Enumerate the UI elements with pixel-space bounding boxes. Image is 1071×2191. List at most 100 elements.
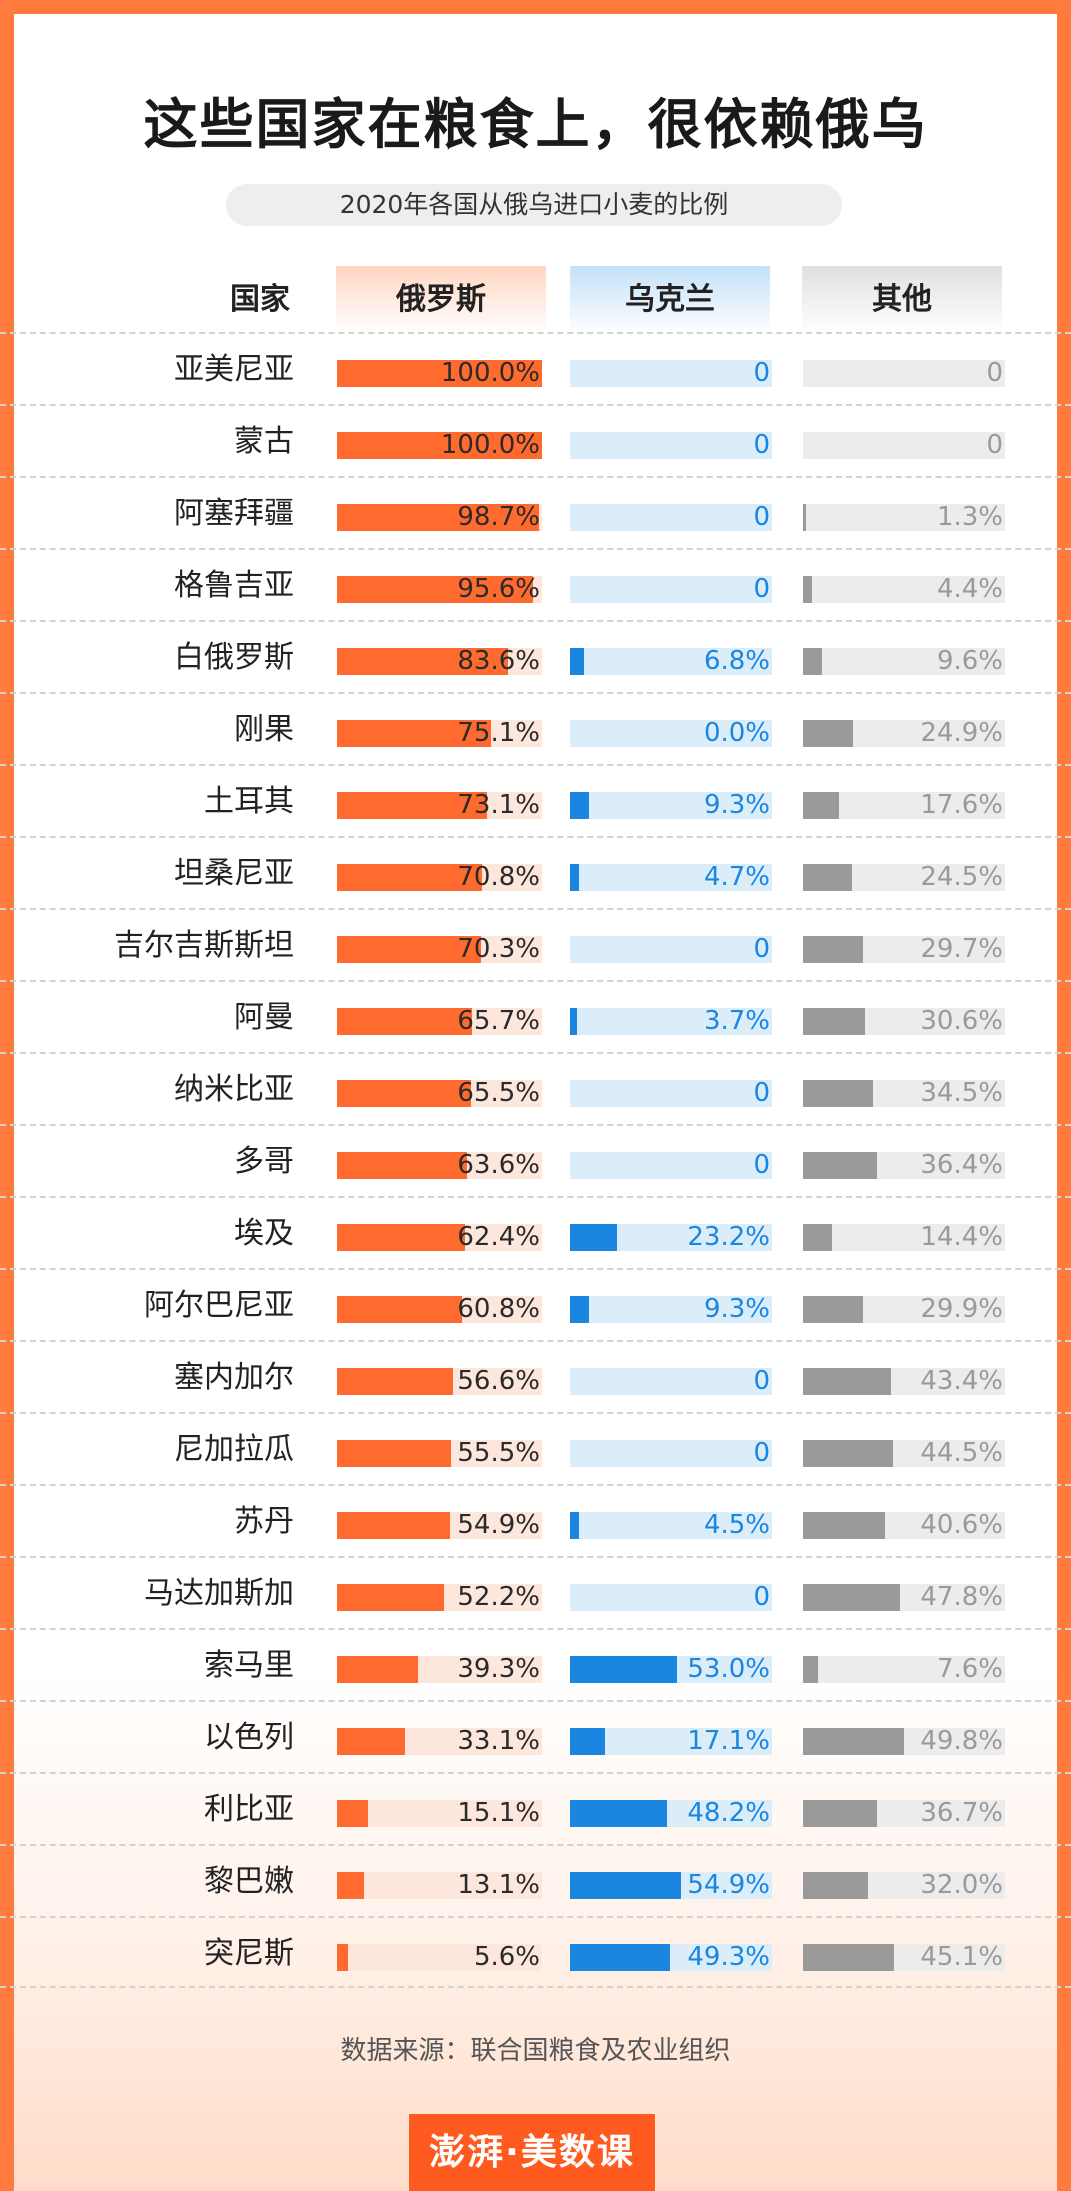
country-label: 白俄罗斯 xyxy=(174,640,294,675)
country-label: 土耳其 xyxy=(204,784,294,819)
other-track: 44.5% xyxy=(803,1440,1005,1467)
russia-track: 52.2% xyxy=(337,1584,542,1611)
ukraine-value-label: 23.2% xyxy=(687,1222,770,1252)
ukraine-track: 3.7% xyxy=(570,1008,772,1035)
table-row: 黎巴嫩 13.1% 54.9% 32.0% xyxy=(0,1844,1071,1916)
table-row: 以色列 33.1% 17.1% 49.8% xyxy=(0,1700,1071,1772)
russia-bar xyxy=(337,1800,368,1827)
russia-bar xyxy=(337,1008,472,1035)
ukraine-track: 4.5% xyxy=(570,1512,772,1539)
russia-bar xyxy=(337,1656,418,1683)
other-track: 45.1% xyxy=(803,1944,1005,1971)
russia-track: 100.0% xyxy=(337,360,542,387)
russia-bar xyxy=(337,936,482,963)
country-label: 坦桑尼亚 xyxy=(174,856,294,891)
ukraine-value-label: 0 xyxy=(753,1078,770,1108)
ukraine-value-label: 0.0% xyxy=(703,718,770,748)
data-source: 数据来源：联合国粮食及农业组织 xyxy=(340,2036,731,2066)
ukraine-value-label: 4.7% xyxy=(703,862,770,892)
ukraine-value-label: 54.9% xyxy=(687,1870,770,1900)
russia-value-label: 33.1% xyxy=(457,1726,540,1756)
ukraine-track: 0 xyxy=(570,1368,772,1395)
other-track: 17.6% xyxy=(803,792,1005,819)
ukraine-track: 9.3% xyxy=(570,792,772,819)
other-track: 14.4% xyxy=(803,1224,1005,1251)
russia-track: 65.7% xyxy=(337,1008,542,1035)
other-value-label: 4.4% xyxy=(936,574,1003,604)
russia-value-label: 56.6% xyxy=(457,1366,540,1396)
russia-value-label: 100.0% xyxy=(440,430,540,460)
other-bar xyxy=(803,720,854,747)
ukraine-track: 0.0% xyxy=(570,720,772,747)
russia-bar xyxy=(337,576,533,603)
table-row: 吉尔吉斯斯坦 70.3% 0 29.7% xyxy=(0,908,1071,980)
russia-value-label: 95.6% xyxy=(457,574,540,604)
table-row: 阿塞拜疆 98.7% 0 1.3% xyxy=(0,476,1071,548)
other-track: 24.5% xyxy=(803,864,1005,891)
russia-value-label: 52.2% xyxy=(457,1582,540,1612)
other-bar xyxy=(803,1512,885,1539)
ukraine-value-label: 3.7% xyxy=(703,1006,770,1036)
russia-track: 63.6% xyxy=(337,1152,542,1179)
russia-bar xyxy=(337,1152,468,1179)
ukraine-track: 0 xyxy=(570,504,772,531)
russia-track: 100.0% xyxy=(337,432,542,459)
other-track: 4.4% xyxy=(803,576,1005,603)
other-value-label: 17.6% xyxy=(920,790,1003,820)
other-track: 36.4% xyxy=(803,1152,1005,1179)
russia-value-label: 5.6% xyxy=(473,1942,540,1972)
ukraine-bar xyxy=(570,1224,617,1251)
country-label: 吉尔吉斯斯坦 xyxy=(114,928,294,963)
ukraine-bar xyxy=(570,1800,668,1827)
country-label: 格鲁吉亚 xyxy=(174,568,294,603)
ukraine-track: 0 xyxy=(570,1152,772,1179)
country-label: 纳米比亚 xyxy=(174,1072,294,1107)
other-value-label: 43.4% xyxy=(920,1366,1003,1396)
country-label: 黎巴嫩 xyxy=(204,1864,294,1899)
header-country: 国家 xyxy=(230,282,290,317)
ukraine-value-label: 0 xyxy=(753,502,770,532)
russia-bar xyxy=(337,720,491,747)
russia-bar xyxy=(337,1224,465,1251)
russia-track: 39.3% xyxy=(337,1656,542,1683)
russia-track: 33.1% xyxy=(337,1728,542,1755)
ukraine-track: 17.1% xyxy=(570,1728,772,1755)
header-ukraine: 乌克兰 xyxy=(570,266,770,334)
country-label: 埃及 xyxy=(234,1216,294,1251)
country-label: 阿塞拜疆 xyxy=(174,496,294,531)
country-label: 多哥 xyxy=(234,1144,294,1179)
ukraine-value-label: 0 xyxy=(753,1438,770,1468)
other-bar xyxy=(803,1224,833,1251)
russia-value-label: 39.3% xyxy=(457,1654,540,1684)
ukraine-track: 53.0% xyxy=(570,1656,772,1683)
ukraine-track: 9.3% xyxy=(570,1296,772,1323)
russia-track: 5.6% xyxy=(337,1944,542,1971)
ukraine-value-label: 0 xyxy=(753,934,770,964)
russia-bar xyxy=(337,1728,405,1755)
ukraine-bar xyxy=(570,1008,578,1035)
country-label: 阿曼 xyxy=(234,1000,294,1035)
russia-value-label: 73.1% xyxy=(457,790,540,820)
russia-bar xyxy=(337,1512,450,1539)
other-track: 47.8% xyxy=(803,1584,1005,1611)
table-row: 纳米比亚 65.5% 0 34.5% xyxy=(0,1052,1071,1124)
other-track: 9.6% xyxy=(803,648,1005,675)
ukraine-value-label: 49.3% xyxy=(687,1942,770,1972)
russia-bar xyxy=(337,864,483,891)
table-row: 土耳其 73.1% 9.3% 17.6% xyxy=(0,764,1071,836)
other-bar xyxy=(803,1728,904,1755)
table-row: 蒙古 100.0% 0 0 xyxy=(0,404,1071,476)
ukraine-track: 0 xyxy=(570,936,772,963)
russia-track: 70.3% xyxy=(337,936,542,963)
other-value-label: 0 xyxy=(986,358,1003,388)
russia-value-label: 55.5% xyxy=(457,1438,540,1468)
other-bar xyxy=(803,1800,878,1827)
ukraine-track: 54.9% xyxy=(570,1872,772,1899)
ukraine-track: 49.3% xyxy=(570,1944,772,1971)
russia-value-label: 100.0% xyxy=(440,358,540,388)
other-bar xyxy=(803,504,806,531)
russia-track: 83.6% xyxy=(337,648,542,675)
table-row: 刚果 75.1% 0.0% 24.9% xyxy=(0,692,1071,764)
russia-bar xyxy=(337,1944,349,1971)
table-row: 坦桑尼亚 70.8% 4.7% 24.5% xyxy=(0,836,1071,908)
